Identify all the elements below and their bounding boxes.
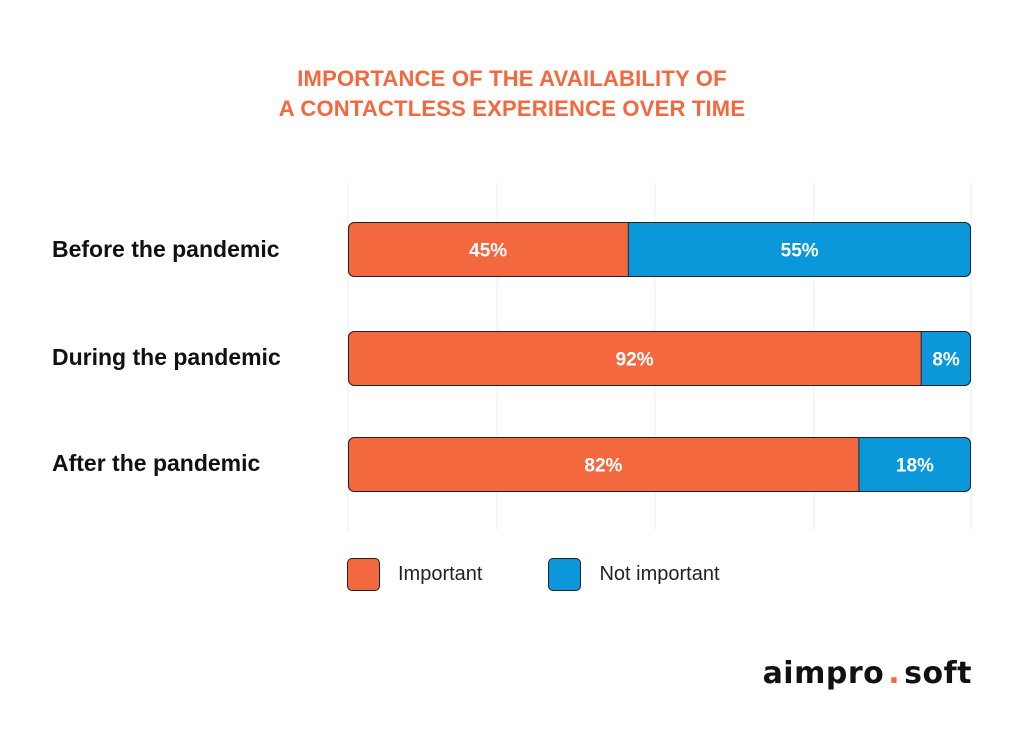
legend: Important Not important: [347, 558, 786, 591]
brand-logo: aimpro. soft: [763, 656, 972, 691]
data-label-important-0: 45%: [469, 241, 507, 262]
bar-outline-1: [348, 331, 971, 386]
bar-row-0: [348, 222, 971, 277]
legend-label-not-important: Not important: [599, 563, 720, 585]
data-label-important-2: 82%: [584, 456, 622, 477]
bar-row-2: [348, 437, 971, 492]
legend-swatch-important: [347, 558, 380, 591]
bar-important-1: [348, 331, 922, 386]
bar-not-important-0: [628, 222, 971, 277]
brand-logo-right: soft: [904, 656, 972, 691]
bar-not-important-1: [921, 331, 971, 386]
bar-outline-2: [348, 437, 971, 492]
category-label-during: During the pandemic: [52, 344, 281, 370]
chart-title-line-1: IMPORTANCE OF THE AVAILABILITY OF: [297, 66, 727, 91]
legend-item-important: Important: [347, 558, 482, 591]
bar-not-important-2: [858, 437, 971, 492]
data-label-not-important-1: 8%: [932, 350, 960, 371]
category-label-after: After the pandemic: [52, 450, 261, 476]
bar-row-1: [348, 331, 971, 386]
data-label-not-important-2: 18%: [896, 456, 934, 477]
brand-logo-left: aimpro: [762, 656, 885, 691]
legend-swatch-not-important: [548, 558, 582, 591]
bars: 45% 55% 92% 8% 82% 18%: [348, 222, 971, 492]
data-label-not-important-0: 55%: [781, 241, 819, 262]
data-label-important-1: 92%: [616, 350, 654, 371]
legend-label-important: Important: [398, 563, 483, 585]
bar-important-2: [348, 437, 859, 492]
brand-logo-dot: .: [888, 656, 901, 691]
bar-important-0: [348, 222, 629, 277]
chart-title-line-2: A CONTACTLESS EXPERIENCE OVER TIME: [278, 96, 746, 121]
legend-item-not-important: Not important: [548, 558, 720, 591]
category-label-before: Before the pandemic: [52, 236, 280, 262]
chart-title: IMPORTANCE OF THE AVAILABILITY OF A CONT…: [0, 64, 1024, 124]
bar-outline-0: [348, 222, 971, 277]
